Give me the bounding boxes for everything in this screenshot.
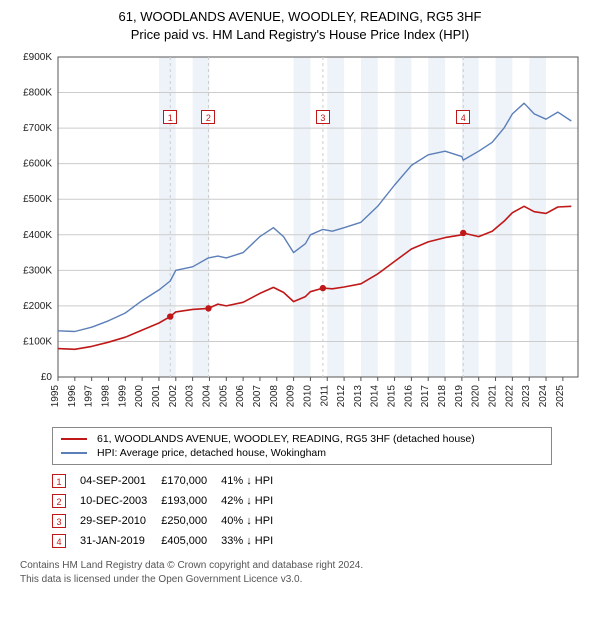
chart-sale-marker: 2: [201, 110, 215, 124]
sale-diff: 33% ↓ HPI: [221, 531, 287, 551]
svg-text:2010: 2010: [302, 385, 313, 408]
svg-text:2025: 2025: [555, 385, 566, 408]
sale-price: £405,000: [161, 531, 221, 551]
svg-text:1997: 1997: [84, 385, 95, 408]
sale-price: £250,000: [161, 511, 221, 531]
svg-text:2001: 2001: [151, 385, 162, 408]
title-address: 61, WOODLANDS AVENUE, WOODLEY, READING, …: [10, 8, 590, 26]
svg-text:2024: 2024: [538, 385, 549, 408]
svg-text:2021: 2021: [488, 385, 499, 408]
sale-date: 04-SEP-2001: [80, 471, 161, 491]
sale-date: 29-SEP-2010: [80, 511, 161, 531]
chart-sale-marker: 3: [316, 110, 330, 124]
svg-text:2018: 2018: [437, 385, 448, 408]
sales-row: 2 10-DEC-2003£193,00042% ↓ HPI: [52, 491, 287, 511]
sales-row: 4 31-JAN-2019£405,00033% ↓ HPI: [52, 531, 287, 551]
sale-diff: 40% ↓ HPI: [221, 511, 287, 531]
sale-diff: 41% ↓ HPI: [221, 471, 287, 491]
sale-marker-icon: 2: [52, 494, 66, 508]
svg-text:2009: 2009: [286, 385, 297, 408]
svg-text:2012: 2012: [336, 385, 347, 408]
svg-text:2000: 2000: [134, 385, 145, 408]
svg-text:2006: 2006: [235, 385, 246, 408]
sale-date: 31-JAN-2019: [80, 531, 161, 551]
footer-line1: Contains HM Land Registry data © Crown c…: [20, 559, 590, 573]
sale-diff: 42% ↓ HPI: [221, 491, 287, 511]
svg-text:£300K: £300K: [23, 265, 52, 276]
svg-text:2023: 2023: [521, 385, 532, 408]
sales-row: 1 04-SEP-2001£170,00041% ↓ HPI: [52, 471, 287, 491]
footer: Contains HM Land Registry data © Crown c…: [20, 559, 590, 586]
svg-text:1998: 1998: [100, 385, 111, 408]
sale-price: £193,000: [161, 491, 221, 511]
legend-row-price: 61, WOODLANDS AVENUE, WOODLEY, READING, …: [61, 432, 543, 446]
svg-text:2011: 2011: [319, 385, 330, 407]
svg-text:2003: 2003: [185, 385, 196, 408]
svg-text:2015: 2015: [387, 385, 398, 408]
svg-text:£600K: £600K: [23, 159, 52, 170]
svg-text:2013: 2013: [353, 385, 364, 408]
chart-sale-marker: 1: [163, 110, 177, 124]
svg-text:2004: 2004: [201, 385, 212, 408]
chart-svg: £0 £100K £200K £300K £400K £500K £600K £700K £80…: [10, 49, 590, 419]
svg-text:£100K: £100K: [23, 337, 52, 348]
legend: 61, WOODLANDS AVENUE, WOODLEY, READING, …: [52, 427, 552, 465]
legend-swatch-price: [61, 438, 87, 440]
svg-text:£800K: £800K: [23, 88, 52, 99]
sales-row: 3 29-SEP-2010£250,00040% ↓ HPI: [52, 511, 287, 531]
svg-text:£400K: £400K: [23, 230, 52, 241]
svg-text:2019: 2019: [454, 385, 465, 408]
svg-text:1996: 1996: [67, 385, 78, 408]
footer-line2: This data is licensed under the Open Gov…: [20, 573, 590, 587]
svg-text:2020: 2020: [471, 385, 482, 408]
chart-area: £0 £100K £200K £300K £400K £500K £600K £700K £80…: [10, 49, 590, 419]
svg-text:2005: 2005: [218, 385, 229, 408]
svg-text:£900K: £900K: [23, 52, 52, 63]
svg-text:2008: 2008: [269, 385, 280, 408]
sale-price: £170,000: [161, 471, 221, 491]
svg-text:2007: 2007: [252, 385, 263, 408]
legend-label-hpi: HPI: Average price, detached house, Woki…: [97, 447, 326, 459]
chart-title-block: 61, WOODLANDS AVENUE, WOODLEY, READING, …: [10, 8, 590, 43]
legend-label-price: 61, WOODLANDS AVENUE, WOODLEY, READING, …: [97, 433, 475, 445]
page-container: 61, WOODLANDS AVENUE, WOODLEY, READING, …: [0, 0, 600, 592]
sale-marker-icon: 4: [52, 534, 66, 548]
svg-text:1995: 1995: [50, 385, 61, 408]
svg-text:£700K: £700K: [23, 123, 52, 134]
svg-text:2022: 2022: [504, 385, 515, 408]
sales-table: 1 04-SEP-2001£170,00041% ↓ HPI 2 10-DEC-200…: [52, 471, 287, 551]
svg-text:£500K: £500K: [23, 194, 52, 205]
svg-text:2017: 2017: [420, 385, 431, 408]
svg-text:2016: 2016: [403, 385, 414, 408]
title-subtitle: Price paid vs. HM Land Registry's House …: [10, 26, 590, 44]
chart-sale-marker: 4: [456, 110, 470, 124]
svg-text:£200K: £200K: [23, 301, 52, 312]
legend-row-hpi: HPI: Average price, detached house, Woki…: [61, 446, 543, 460]
svg-text:£0: £0: [41, 372, 53, 383]
legend-swatch-hpi: [61, 452, 87, 454]
svg-text:2014: 2014: [370, 385, 381, 408]
sale-marker-icon: 1: [52, 474, 66, 488]
svg-text:2002: 2002: [168, 385, 179, 408]
sale-date: 10-DEC-2003: [80, 491, 161, 511]
svg-text:1999: 1999: [117, 385, 128, 408]
sale-marker-icon: 3: [52, 514, 66, 528]
